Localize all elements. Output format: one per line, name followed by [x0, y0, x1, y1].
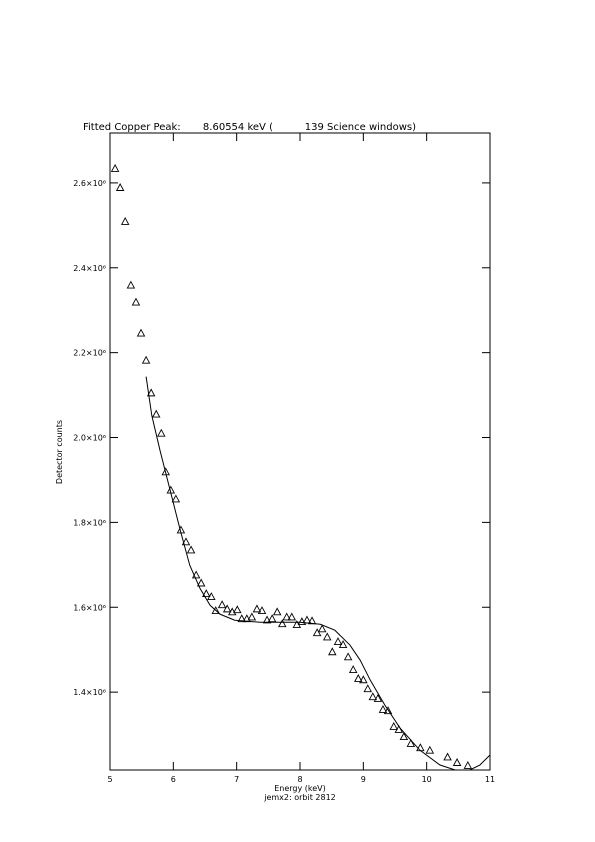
data-point [452, 758, 462, 766]
data-point [368, 692, 378, 701]
data-point [146, 388, 156, 397]
data-point [333, 637, 343, 646]
data-point [354, 674, 363, 682]
data-point [233, 605, 242, 614]
data-point [338, 640, 348, 648]
data-point [247, 612, 257, 621]
fit-line [145, 376, 491, 771]
x-tick-label: 8 [297, 775, 302, 784]
x-axis-label: Energy (keV) [274, 784, 326, 793]
y-tick-label: 2.2×10⁶ [73, 349, 106, 358]
data-point [272, 607, 282, 616]
data-point [151, 409, 161, 418]
data-point [378, 705, 388, 713]
y-tick-label: 1.4×10⁶ [73, 688, 106, 697]
data-point [186, 545, 196, 554]
x-tick-label: 7 [234, 775, 239, 784]
data-point [322, 632, 332, 641]
data-point [217, 600, 227, 609]
x-tick-label: 9 [361, 775, 366, 784]
data-point [443, 752, 452, 761]
data-point [207, 592, 216, 601]
y-tick-label: 1.6×10⁶ [73, 603, 106, 612]
y-tick-label: 2.6×10⁶ [73, 179, 106, 188]
data-point [211, 606, 221, 615]
data-point [115, 183, 125, 191]
data-point [312, 628, 322, 637]
data-point [141, 355, 151, 364]
data-point [120, 216, 130, 225]
data-point [278, 619, 287, 628]
data-point [257, 606, 267, 615]
data-point [237, 614, 246, 623]
data-point [222, 604, 232, 613]
data-point [202, 589, 211, 598]
data-point [131, 297, 141, 306]
data-point [267, 614, 277, 623]
data-point [282, 612, 291, 621]
data-point [126, 280, 136, 289]
data-point [373, 693, 383, 702]
x-tick-label: 10 [422, 775, 432, 784]
data-point [383, 706, 393, 715]
data-point [399, 732, 409, 741]
data-point [171, 494, 181, 503]
data-point [136, 328, 146, 337]
data-point [262, 615, 272, 624]
data-point [110, 163, 120, 172]
data-point [252, 604, 262, 613]
x-tick-label: 11 [485, 775, 495, 784]
data-point [348, 665, 358, 674]
y-tick-label: 2.0×10⁶ [73, 434, 106, 443]
data-point [425, 745, 435, 754]
x-tick-label: 6 [171, 775, 176, 784]
data-point [196, 578, 206, 587]
subtitle: jemx2: orbit 2812 [263, 793, 336, 802]
data-point [328, 647, 337, 656]
data-point [297, 617, 307, 626]
data-point [406, 738, 416, 747]
y-tick-label: 2.4×10⁶ [73, 264, 106, 273]
data-point [359, 675, 368, 684]
data-point [389, 721, 398, 730]
data-point [317, 624, 327, 633]
data-point [363, 684, 373, 693]
chart-title: Fitted Copper Peak: 8.60554 keV ( 139 Sc… [83, 122, 416, 133]
data-point [343, 652, 353, 661]
x-tick-label: 5 [107, 775, 112, 784]
data-point [287, 612, 297, 621]
data-point [181, 537, 191, 546]
y-tick-label: 1.8×10⁶ [73, 518, 106, 527]
y-axis-label: Detector counts [55, 420, 64, 484]
data-point [157, 428, 166, 437]
data-point [463, 761, 473, 769]
